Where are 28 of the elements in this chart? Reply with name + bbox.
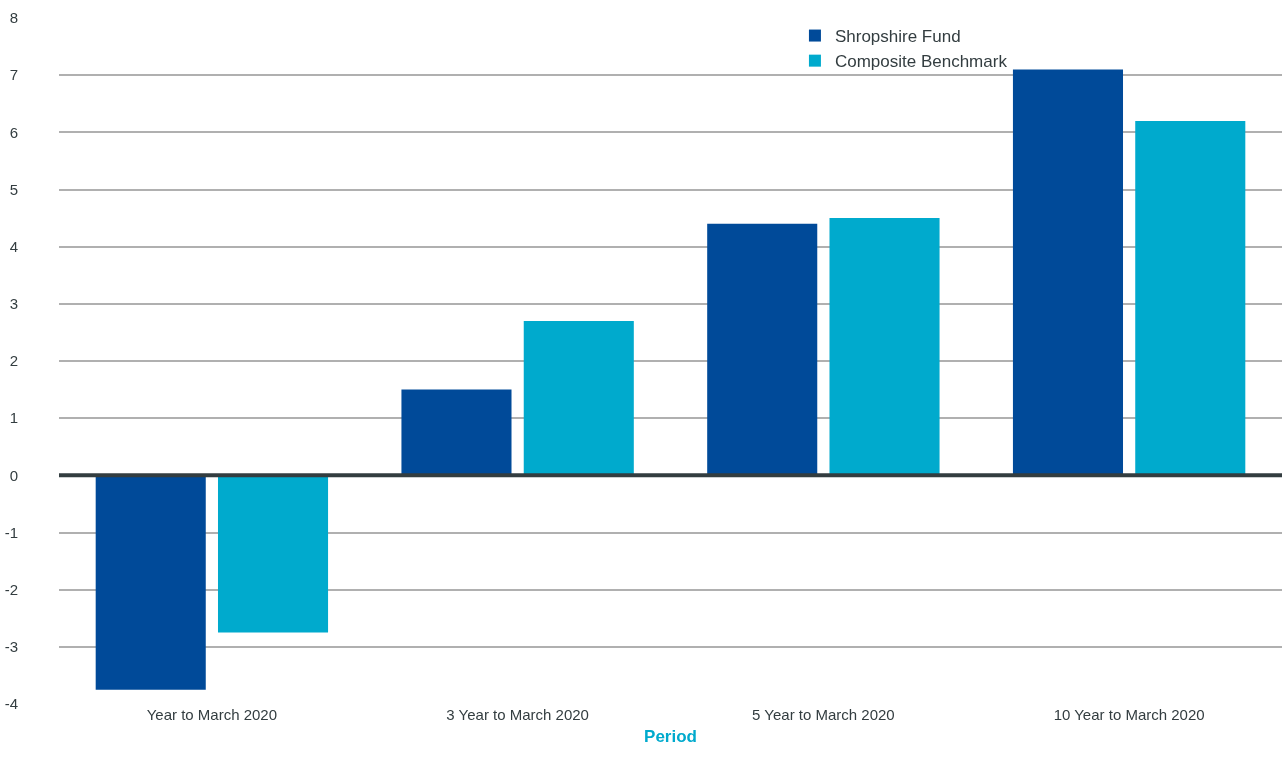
- bar: [1012, 69, 1124, 476]
- bar: [707, 223, 818, 476]
- y-tick-label: 8: [9, 9, 18, 27]
- y-tick-label: 4: [9, 237, 18, 255]
- y-tick-label: 5: [9, 180, 18, 198]
- y-tick-label: -2: [4, 580, 18, 598]
- y-tick-label: -3: [4, 638, 18, 656]
- x-tick-label: 5 Year to March 2020: [752, 706, 895, 723]
- y-tick-label: -4: [4, 695, 18, 713]
- bar: [95, 475, 206, 690]
- legend-label: Shropshire Fund: [834, 27, 961, 47]
- x-tick-label: 3 Year to March 2020: [446, 706, 589, 723]
- y-tick-label: 2: [9, 352, 18, 370]
- bar: [829, 218, 940, 476]
- y-tick-label: 3: [9, 295, 18, 313]
- bar: [217, 475, 329, 633]
- bar: [1135, 120, 1246, 476]
- y-tick-label: 6: [9, 123, 18, 141]
- y-tick-label: -1: [4, 523, 18, 541]
- y-tick-label: 7: [9, 66, 18, 84]
- x-axis-title: Period: [644, 727, 697, 747]
- bar: [523, 320, 634, 476]
- bar: [401, 389, 512, 476]
- y-tick-label: 0: [9, 466, 18, 484]
- x-tick-label: Year to March 2020: [146, 706, 278, 723]
- y-tick-label: 1: [9, 409, 18, 427]
- legend-label: Composite Benchmark: [834, 52, 1008, 72]
- x-tick-label: 10 Year to March 2020: [1053, 706, 1205, 723]
